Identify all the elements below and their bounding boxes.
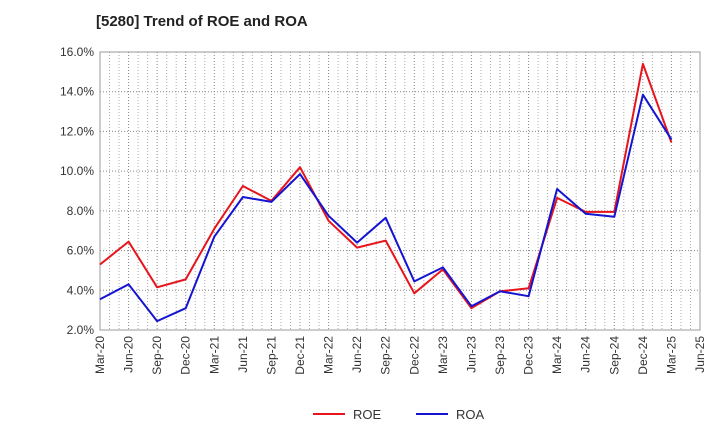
legend-label-roe: ROE [353,407,382,422]
x-tick-label: Sep-22 [379,336,393,375]
x-tick-label: Dec-24 [636,336,650,375]
x-tick-label: Jun-21 [236,336,250,373]
y-tick-label: 4.0% [67,283,95,297]
x-tick-label: Jun-22 [350,336,364,373]
series-line-roa [99,93,673,323]
y-tick-label: 14.0% [60,85,94,99]
y-axis: 2.0% 4.0% 6.0% 8.0% 10.0% 12.0% 14.0% 16.0% [60,45,94,337]
chart-title: [5280] Trend of ROE and ROA [96,13,308,30]
x-tick-label: Sep-20 [150,336,164,375]
x-tick-label: Mar-20 [93,336,107,374]
x-tick-label: Sep-24 [607,336,621,375]
x-tick-label: Dec-23 [522,336,536,375]
x-tick-label: Mar-25 [664,336,678,374]
legend-label-roa: ROA [456,407,485,422]
plot-area [99,51,701,331]
x-tick-label: Dec-22 [407,336,421,375]
x-tick-label: Sep-21 [264,336,278,375]
x-tick-label: Mar-23 [436,336,450,374]
x-tick-label: Jun-20 [122,336,136,373]
x-tick-label: Jun-23 [464,336,478,373]
x-tick-label: Dec-20 [179,336,193,375]
x-tick-label: Jun-25 [693,336,707,373]
x-axis: Mar-20 Jun-20 Sep-20 Dec-20 Mar-21 Jun-21 Sep-… [93,336,707,375]
y-tick-label: 10.0% [60,164,94,178]
series [99,62,673,323]
y-tick-label: 16.0% [60,45,94,59]
y-tick-label: 8.0% [67,204,95,218]
legend: ROE ROA [313,407,485,422]
grid [99,51,701,331]
x-tick-label: Mar-24 [550,336,564,374]
x-tick-label: Sep-23 [493,336,507,375]
y-tick-label: 2.0% [67,323,95,337]
x-tick-label: Mar-21 [207,336,221,374]
y-tick-label: 6.0% [67,244,95,258]
y-tick-label: 12.0% [60,124,94,138]
series-line-roe [99,62,673,310]
x-tick-label: Dec-21 [293,336,307,375]
x-tick-label: Jun-24 [579,336,593,373]
x-tick-label: Mar-22 [322,336,336,374]
